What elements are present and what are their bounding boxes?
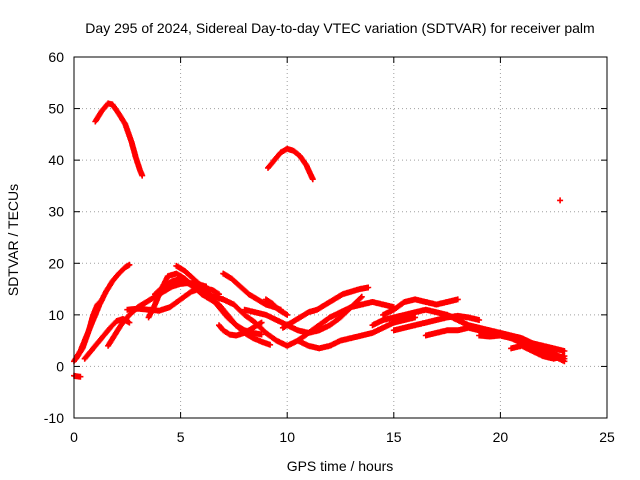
chart-title: Day 295 of 2024, Sidereal Day-to-day VTE… bbox=[85, 20, 594, 36]
data-point-marks bbox=[262, 296, 291, 318]
y-tick-label: 10 bbox=[48, 307, 64, 323]
series-track-2 bbox=[265, 145, 316, 183]
data-point-marks bbox=[73, 297, 105, 362]
data-point-marks bbox=[508, 342, 568, 362]
series-track-17 bbox=[262, 296, 291, 318]
x-tick-label: 0 bbox=[70, 429, 78, 445]
x-tick-label: 5 bbox=[177, 429, 185, 445]
y-tick-label: 0 bbox=[56, 358, 64, 374]
plot-frame bbox=[73, 56, 608, 419]
y-tick-label: 30 bbox=[48, 204, 64, 220]
series-track-15 bbox=[220, 296, 397, 349]
x-axis-label: GPS time / hours bbox=[287, 458, 394, 474]
series-track-1 bbox=[92, 100, 146, 179]
data-point-marks bbox=[279, 284, 372, 331]
series-track-4 bbox=[71, 372, 84, 380]
series-track-18 bbox=[279, 284, 372, 331]
series-track-3 bbox=[557, 197, 564, 204]
series-track-21 bbox=[380, 296, 461, 318]
axis-ticks: 0 5 10 15 20 25 -10 0 10 20 30 40 50 60 bbox=[44, 49, 615, 445]
data-point-marks bbox=[294, 314, 419, 352]
series-track-26 bbox=[508, 342, 568, 362]
data-point-marks bbox=[71, 372, 84, 380]
y-tick-label: -10 bbox=[44, 410, 64, 426]
data-point-marks bbox=[92, 100, 146, 179]
x-tick-label: 10 bbox=[279, 429, 295, 445]
y-tick-label: 50 bbox=[48, 101, 64, 117]
data-point-marks bbox=[557, 197, 564, 204]
data-points bbox=[71, 100, 568, 380]
y-tick-label: 40 bbox=[48, 152, 64, 168]
x-tick-label: 15 bbox=[386, 429, 402, 445]
data-point-marks bbox=[220, 296, 397, 349]
y-tick-label: 60 bbox=[48, 49, 64, 65]
x-tick-label: 20 bbox=[493, 429, 509, 445]
series-track-19 bbox=[294, 314, 419, 352]
data-point-marks bbox=[265, 145, 316, 183]
grid-lines bbox=[74, 57, 607, 418]
data-point-marks bbox=[380, 296, 461, 318]
series-track-6 bbox=[73, 297, 105, 362]
y-axis-label: SDTVAR / TECUs bbox=[5, 184, 21, 296]
y-tick-label: 20 bbox=[48, 255, 64, 271]
x-tick-label: 25 bbox=[599, 429, 615, 445]
